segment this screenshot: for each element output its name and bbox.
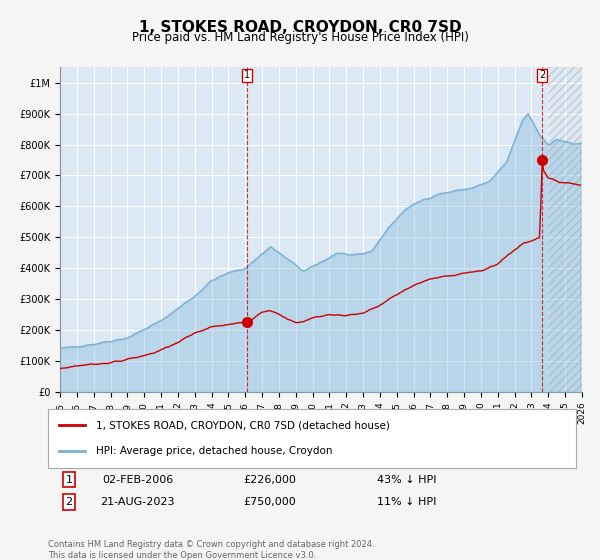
Text: 2: 2 (65, 497, 73, 507)
Text: 21-AUG-2023: 21-AUG-2023 (101, 497, 175, 507)
Text: HPI: Average price, detached house, Croydon: HPI: Average price, detached house, Croy… (95, 446, 332, 456)
Text: £750,000: £750,000 (244, 497, 296, 507)
Text: 02-FEB-2006: 02-FEB-2006 (102, 475, 173, 484)
Text: 11% ↓ HPI: 11% ↓ HPI (377, 497, 437, 507)
Text: 1: 1 (244, 71, 250, 81)
Text: £226,000: £226,000 (244, 475, 296, 484)
Text: 43% ↓ HPI: 43% ↓ HPI (377, 475, 437, 484)
Text: 2: 2 (539, 71, 545, 81)
Text: Contains HM Land Registry data © Crown copyright and database right 2024.
This d: Contains HM Land Registry data © Crown c… (48, 540, 374, 560)
Text: 1, STOKES ROAD, CROYDON, CR0 7SD (detached house): 1, STOKES ROAD, CROYDON, CR0 7SD (detach… (95, 420, 389, 430)
Text: Price paid vs. HM Land Registry's House Price Index (HPI): Price paid vs. HM Land Registry's House … (131, 31, 469, 44)
Text: 1: 1 (65, 475, 73, 484)
Text: 1, STOKES ROAD, CROYDON, CR0 7SD: 1, STOKES ROAD, CROYDON, CR0 7SD (139, 20, 461, 35)
